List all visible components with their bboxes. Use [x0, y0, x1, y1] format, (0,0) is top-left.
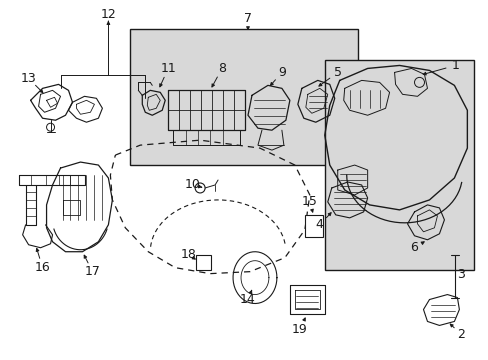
Text: 13: 13: [20, 72, 37, 85]
Bar: [130, 28, 357, 165]
Text: 19: 19: [291, 323, 307, 336]
Text: 3: 3: [456, 268, 465, 281]
Text: 7: 7: [244, 12, 251, 25]
Text: 8: 8: [218, 62, 225, 75]
Bar: [304, 215, 322, 237]
Text: 11: 11: [160, 62, 176, 75]
Text: 14: 14: [240, 293, 255, 306]
Text: 1: 1: [450, 59, 458, 72]
Bar: [324, 60, 473, 270]
Text: 18: 18: [180, 248, 196, 261]
Text: 15: 15: [301, 195, 317, 208]
Text: 10: 10: [184, 179, 200, 192]
Text: 9: 9: [277, 66, 285, 79]
Text: 16: 16: [35, 261, 50, 274]
Text: 5: 5: [333, 66, 341, 79]
Text: 4: 4: [315, 218, 323, 231]
Text: 17: 17: [84, 265, 100, 278]
Text: 12: 12: [101, 8, 116, 21]
Text: 2: 2: [456, 328, 465, 341]
Bar: [196, 255, 211, 270]
Text: 6: 6: [410, 241, 418, 254]
